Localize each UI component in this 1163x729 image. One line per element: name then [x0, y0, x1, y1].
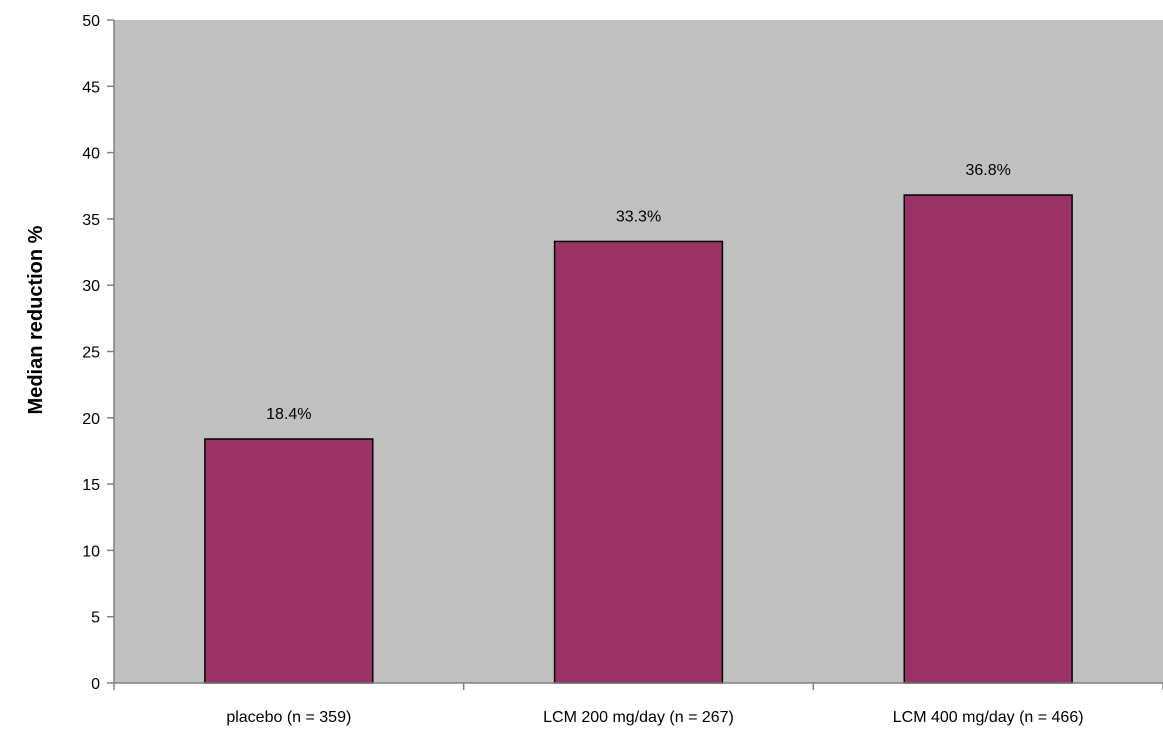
- bar-0: [204, 438, 374, 684]
- y-tick-label: 50: [82, 13, 100, 30]
- y-tick-label: 15: [82, 477, 100, 494]
- y-axis-title: Median reduction %: [25, 225, 47, 414]
- y-tick-label: 0: [91, 676, 100, 693]
- bar-1: [553, 240, 724, 684]
- y-tick-label: 45: [82, 79, 100, 96]
- x-category-label-2: LCM 400 mg/day (n = 466): [893, 709, 1084, 726]
- y-tick-label: 25: [82, 345, 100, 362]
- data-label-2: 36.8%: [965, 162, 1010, 179]
- y-tick-label: 5: [91, 610, 100, 627]
- x-category-label-1: LCM 200 mg/day (n = 267): [543, 709, 734, 726]
- y-tick-label: 30: [82, 278, 100, 295]
- data-label-1: 33.3%: [616, 208, 661, 225]
- bar-2: [903, 194, 1073, 684]
- y-tick-label: 20: [82, 411, 100, 428]
- y-tick-label: 40: [82, 146, 100, 163]
- data-label-0: 18.4%: [266, 406, 311, 423]
- y-tick-label: 10: [82, 543, 100, 560]
- x-category-label-0: placebo (n = 359): [226, 709, 351, 726]
- y-tick-label: 35: [82, 212, 100, 229]
